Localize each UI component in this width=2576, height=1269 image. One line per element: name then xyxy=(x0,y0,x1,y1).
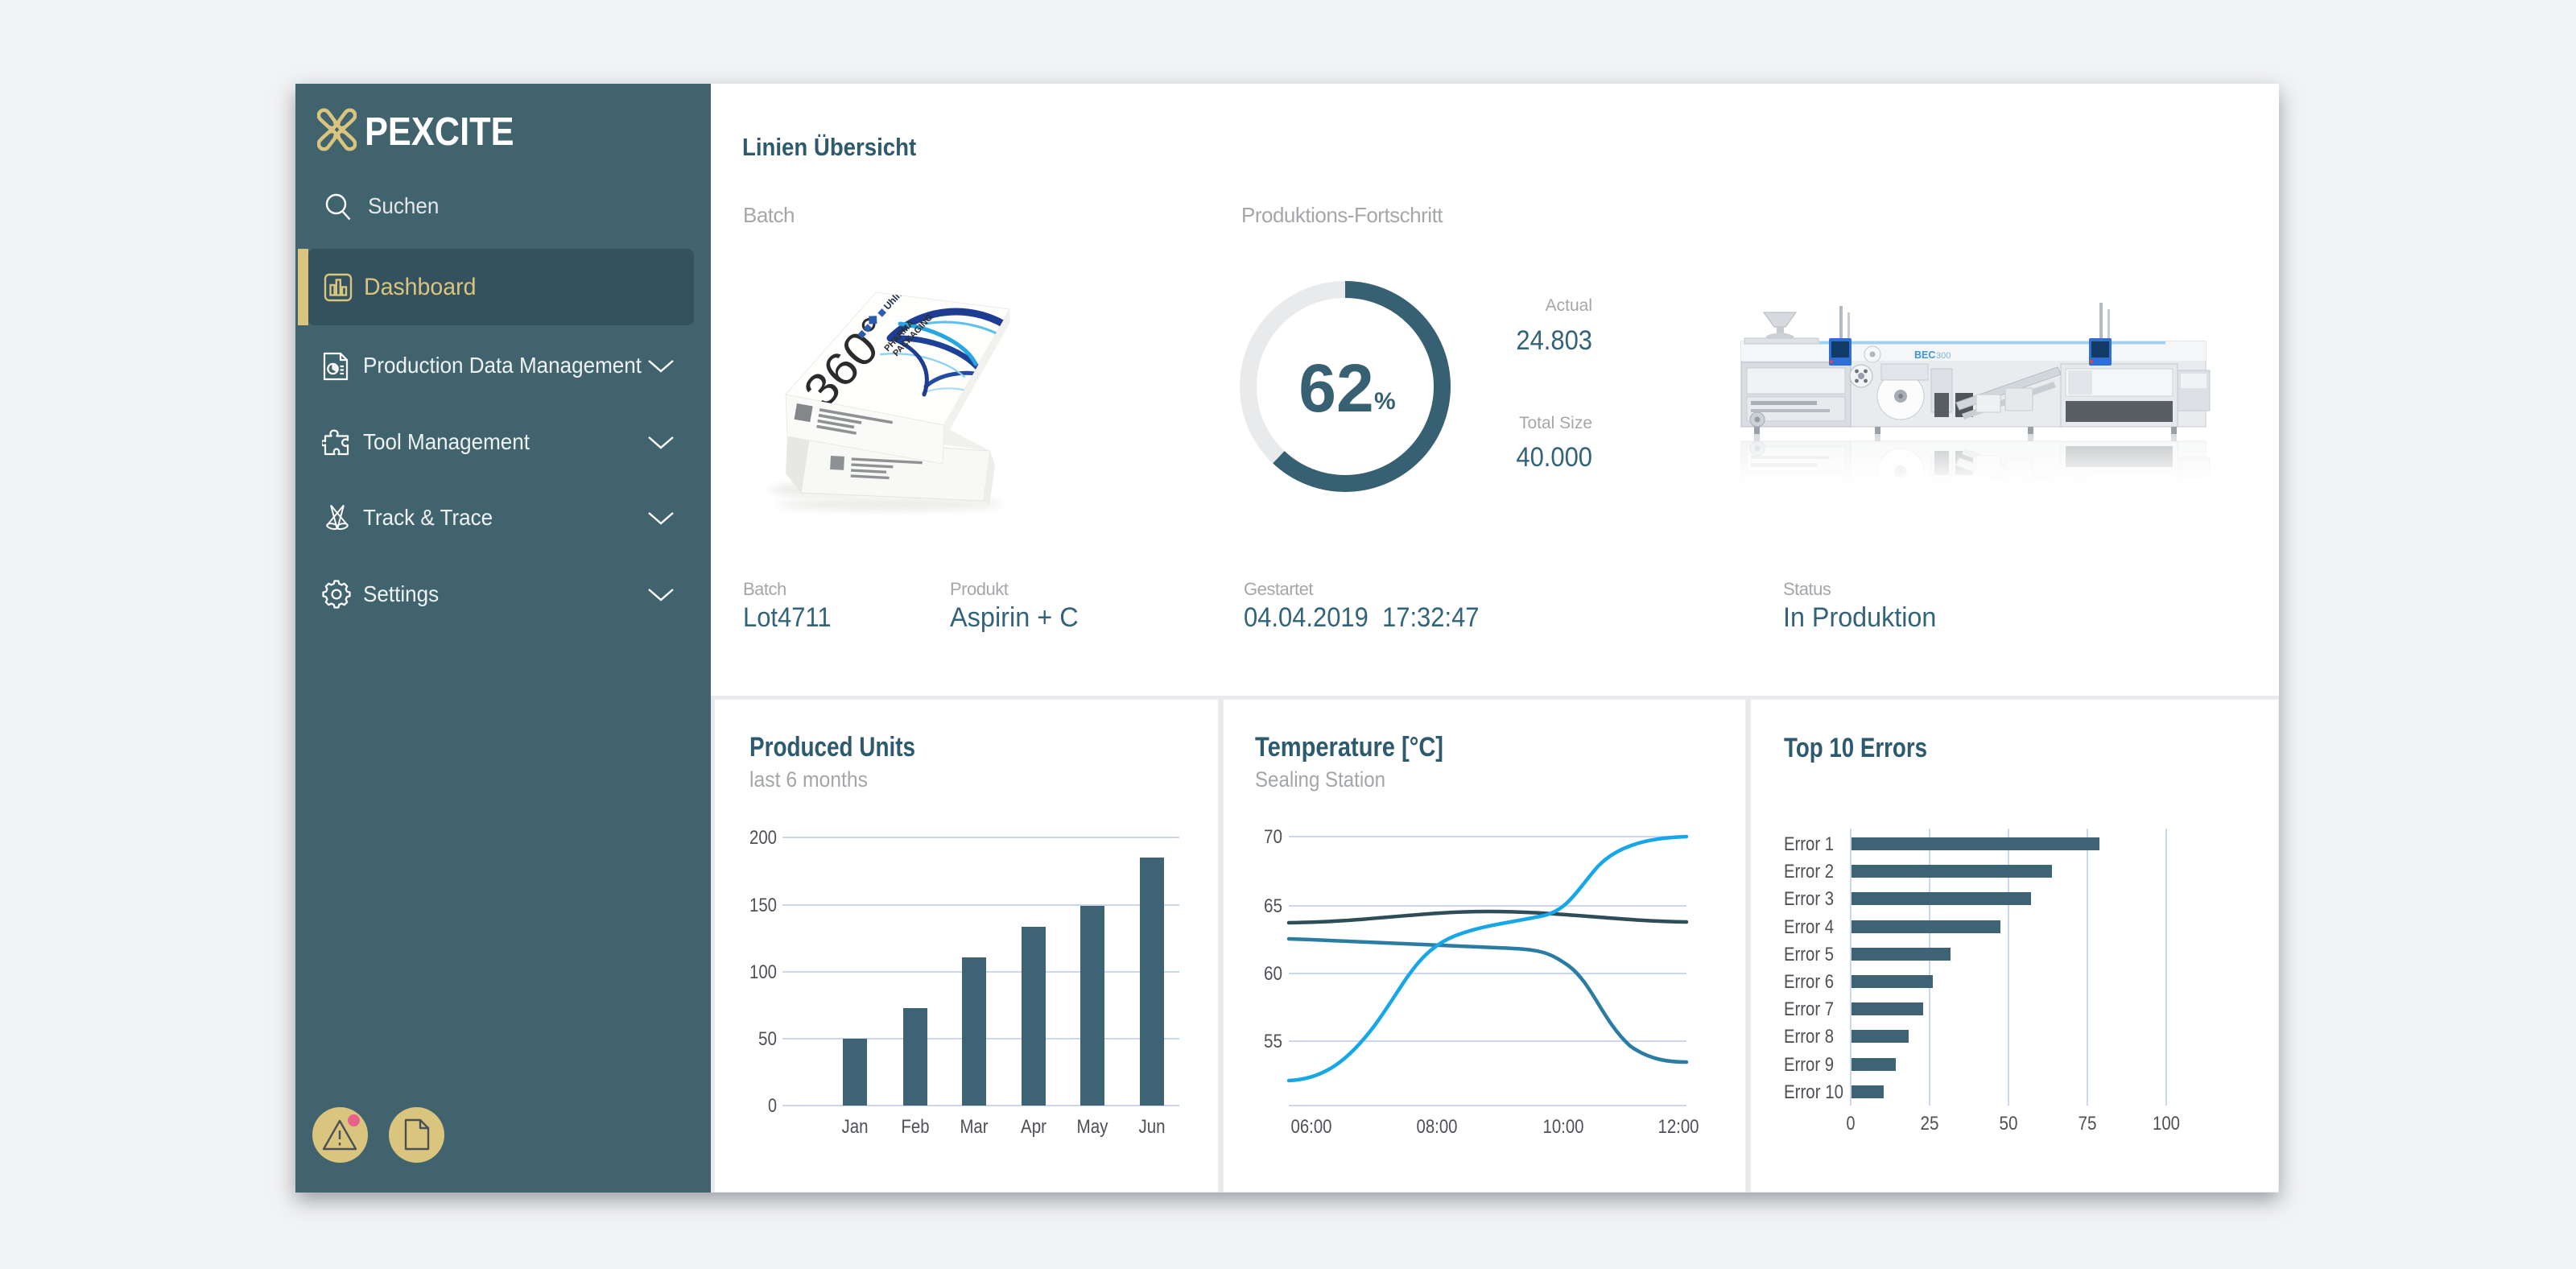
svg-text:May: May xyxy=(1077,1116,1108,1138)
svg-text:300: 300 xyxy=(1936,351,1951,361)
svg-text:12:00: 12:00 xyxy=(1658,1116,1699,1138)
svg-text:Error 1: Error 1 xyxy=(1784,833,1834,855)
svg-text:Error 3: Error 3 xyxy=(1784,888,1834,910)
svg-text:last 6 months: last 6 months xyxy=(749,767,868,792)
svg-text:50: 50 xyxy=(758,1028,777,1050)
svg-text:70: 70 xyxy=(1264,826,1282,848)
svg-text:Feb: Feb xyxy=(902,1116,930,1138)
svg-text:60: 60 xyxy=(1264,963,1282,985)
svg-text:Top 10 Errors: Top 10 Errors xyxy=(1784,733,1927,763)
svg-text:Error 5: Error 5 xyxy=(1784,944,1834,965)
svg-text:%: % xyxy=(1374,388,1396,415)
svg-text:Error 4: Error 4 xyxy=(1784,916,1834,938)
svg-text:Error 2: Error 2 xyxy=(1784,861,1834,883)
svg-text:Jun: Jun xyxy=(1139,1116,1166,1138)
svg-text:0: 0 xyxy=(1847,1113,1856,1135)
svg-text:06:00: 06:00 xyxy=(1291,1116,1332,1138)
svg-text:50: 50 xyxy=(2000,1113,2018,1135)
svg-text:25: 25 xyxy=(1921,1113,1939,1135)
svg-text:100: 100 xyxy=(749,961,777,983)
svg-text:Error 10: Error 10 xyxy=(1784,1081,1843,1103)
svg-text:Mar: Mar xyxy=(960,1116,989,1138)
svg-text:Sealing Station: Sealing Station xyxy=(1255,767,1385,792)
svg-text:62: 62 xyxy=(1298,350,1373,426)
svg-text:Error 9: Error 9 xyxy=(1784,1054,1834,1076)
svg-text:Jan: Jan xyxy=(842,1116,869,1138)
svg-text:65: 65 xyxy=(1264,895,1282,917)
svg-text:BEC: BEC xyxy=(1914,349,1935,361)
svg-text:10:00: 10:00 xyxy=(1543,1116,1584,1138)
svg-text:08:00: 08:00 xyxy=(1417,1116,1458,1138)
svg-text:Error 7: Error 7 xyxy=(1784,998,1834,1020)
svg-text:0: 0 xyxy=(768,1095,777,1117)
svg-text:55: 55 xyxy=(1264,1031,1282,1052)
svg-text:100: 100 xyxy=(2153,1113,2180,1135)
svg-text:200: 200 xyxy=(749,827,777,849)
svg-text:Apr: Apr xyxy=(1021,1116,1046,1138)
svg-text:Error 8: Error 8 xyxy=(1784,1026,1834,1048)
svg-text:Temperature [°C]: Temperature [°C] xyxy=(1255,732,1443,763)
svg-text:75: 75 xyxy=(2079,1113,2097,1135)
svg-text:Produced Units: Produced Units xyxy=(749,732,915,763)
svg-text:150: 150 xyxy=(749,895,777,916)
svg-text:Error 6: Error 6 xyxy=(1784,971,1834,993)
